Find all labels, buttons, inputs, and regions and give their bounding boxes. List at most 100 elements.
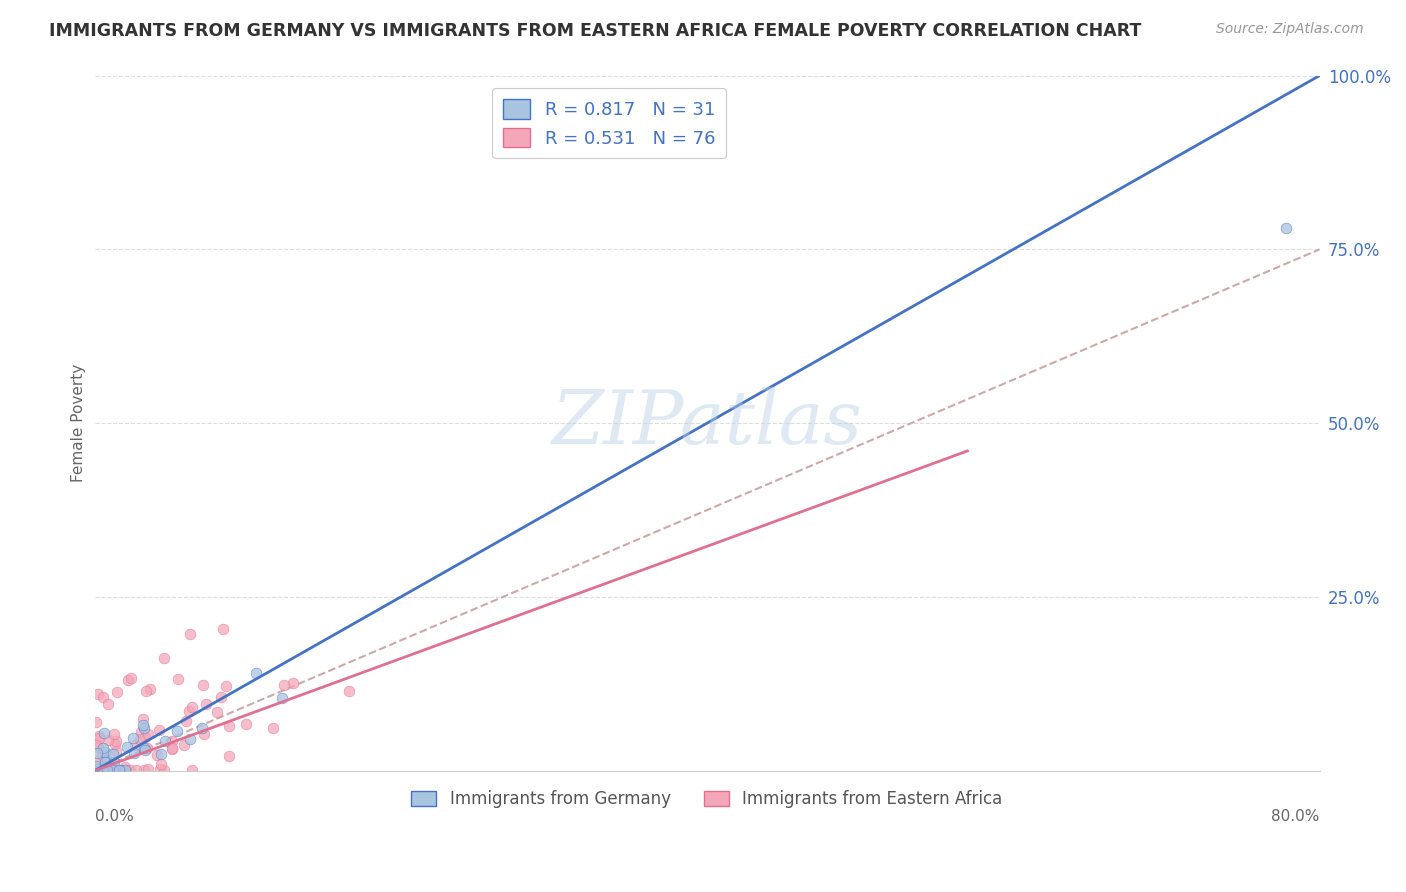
Point xyxy=(87,762,110,776)
Point xyxy=(101,747,124,762)
Point xyxy=(122,731,145,745)
Point xyxy=(89,763,111,777)
Point xyxy=(89,763,111,777)
Point xyxy=(87,763,110,777)
Point xyxy=(134,743,156,757)
Point xyxy=(273,678,295,692)
Point xyxy=(160,734,183,748)
Point xyxy=(262,721,284,735)
Point xyxy=(93,726,115,740)
Point xyxy=(89,763,111,777)
Point xyxy=(94,745,117,759)
Point xyxy=(136,741,159,756)
Point xyxy=(103,755,125,769)
Point xyxy=(131,718,153,732)
Point xyxy=(111,763,134,777)
Point xyxy=(271,691,294,706)
Text: ZIPatlas: ZIPatlas xyxy=(551,387,863,459)
Point xyxy=(93,763,115,777)
Point xyxy=(94,763,117,777)
Point xyxy=(104,763,127,777)
Point xyxy=(93,763,115,777)
Point xyxy=(149,756,172,771)
Point xyxy=(132,722,155,736)
Point xyxy=(101,763,124,777)
Point xyxy=(218,748,240,763)
Point xyxy=(91,747,114,762)
Point xyxy=(176,714,198,729)
Point xyxy=(191,721,214,735)
Text: 80.0%: 80.0% xyxy=(1271,809,1320,824)
Text: IMMIGRANTS FROM GERMANY VS IMMIGRANTS FROM EASTERN AFRICA FEMALE POVERTY CORRELA: IMMIGRANTS FROM GERMANY VS IMMIGRANTS FR… xyxy=(49,22,1142,40)
Point xyxy=(115,739,138,754)
Point xyxy=(215,679,238,693)
Point xyxy=(93,759,115,773)
Point xyxy=(94,755,117,769)
Point xyxy=(84,759,107,773)
Point xyxy=(167,672,190,686)
Point xyxy=(114,763,136,777)
Point xyxy=(235,717,257,731)
Legend: Immigrants from Germany, Immigrants from Eastern Africa: Immigrants from Germany, Immigrants from… xyxy=(405,783,1010,814)
Point xyxy=(117,673,139,687)
Point xyxy=(129,724,152,739)
Point xyxy=(149,747,172,762)
Point xyxy=(87,739,110,754)
Text: 0.0%: 0.0% xyxy=(94,809,134,824)
Point xyxy=(86,715,108,730)
Point xyxy=(152,763,174,777)
Point xyxy=(281,676,304,690)
Point xyxy=(160,740,183,755)
Point xyxy=(87,731,110,745)
Point xyxy=(105,734,128,748)
Point xyxy=(180,763,202,777)
Point xyxy=(124,747,146,761)
Point xyxy=(191,678,214,692)
Point xyxy=(149,762,172,776)
Point xyxy=(179,704,201,718)
Point xyxy=(104,737,127,751)
Point xyxy=(173,739,195,753)
Point xyxy=(97,698,120,712)
Point xyxy=(136,762,159,776)
Point xyxy=(87,729,110,743)
Point xyxy=(136,727,159,741)
Point xyxy=(181,700,204,714)
Point xyxy=(132,763,155,777)
Point xyxy=(91,740,114,755)
Point xyxy=(105,685,128,699)
Point xyxy=(209,690,232,704)
Point xyxy=(87,687,110,701)
Point xyxy=(91,763,114,777)
Point xyxy=(93,690,115,704)
Point xyxy=(114,760,136,774)
Point xyxy=(162,741,184,756)
Point xyxy=(205,705,228,719)
Point xyxy=(97,763,120,777)
Point xyxy=(135,683,157,698)
Point xyxy=(103,727,125,741)
Point xyxy=(96,763,118,777)
Point xyxy=(84,738,107,752)
Y-axis label: Female Poverty: Female Poverty xyxy=(72,364,86,483)
Text: Source: ZipAtlas.com: Source: ZipAtlas.com xyxy=(1216,22,1364,37)
Point xyxy=(114,763,136,777)
Point xyxy=(86,746,108,760)
Point xyxy=(179,627,201,641)
Point xyxy=(145,747,167,762)
Point xyxy=(193,727,215,741)
Point xyxy=(218,719,240,733)
Point xyxy=(195,698,218,712)
Point xyxy=(125,763,148,777)
Point xyxy=(87,755,110,769)
Point xyxy=(124,738,146,752)
Point xyxy=(120,671,142,685)
Point xyxy=(337,683,360,698)
Point xyxy=(245,665,267,680)
Point xyxy=(1275,221,1298,235)
Point xyxy=(134,730,156,744)
Point xyxy=(118,763,141,777)
Point xyxy=(148,723,170,738)
Point xyxy=(108,763,131,777)
Point xyxy=(86,763,108,777)
